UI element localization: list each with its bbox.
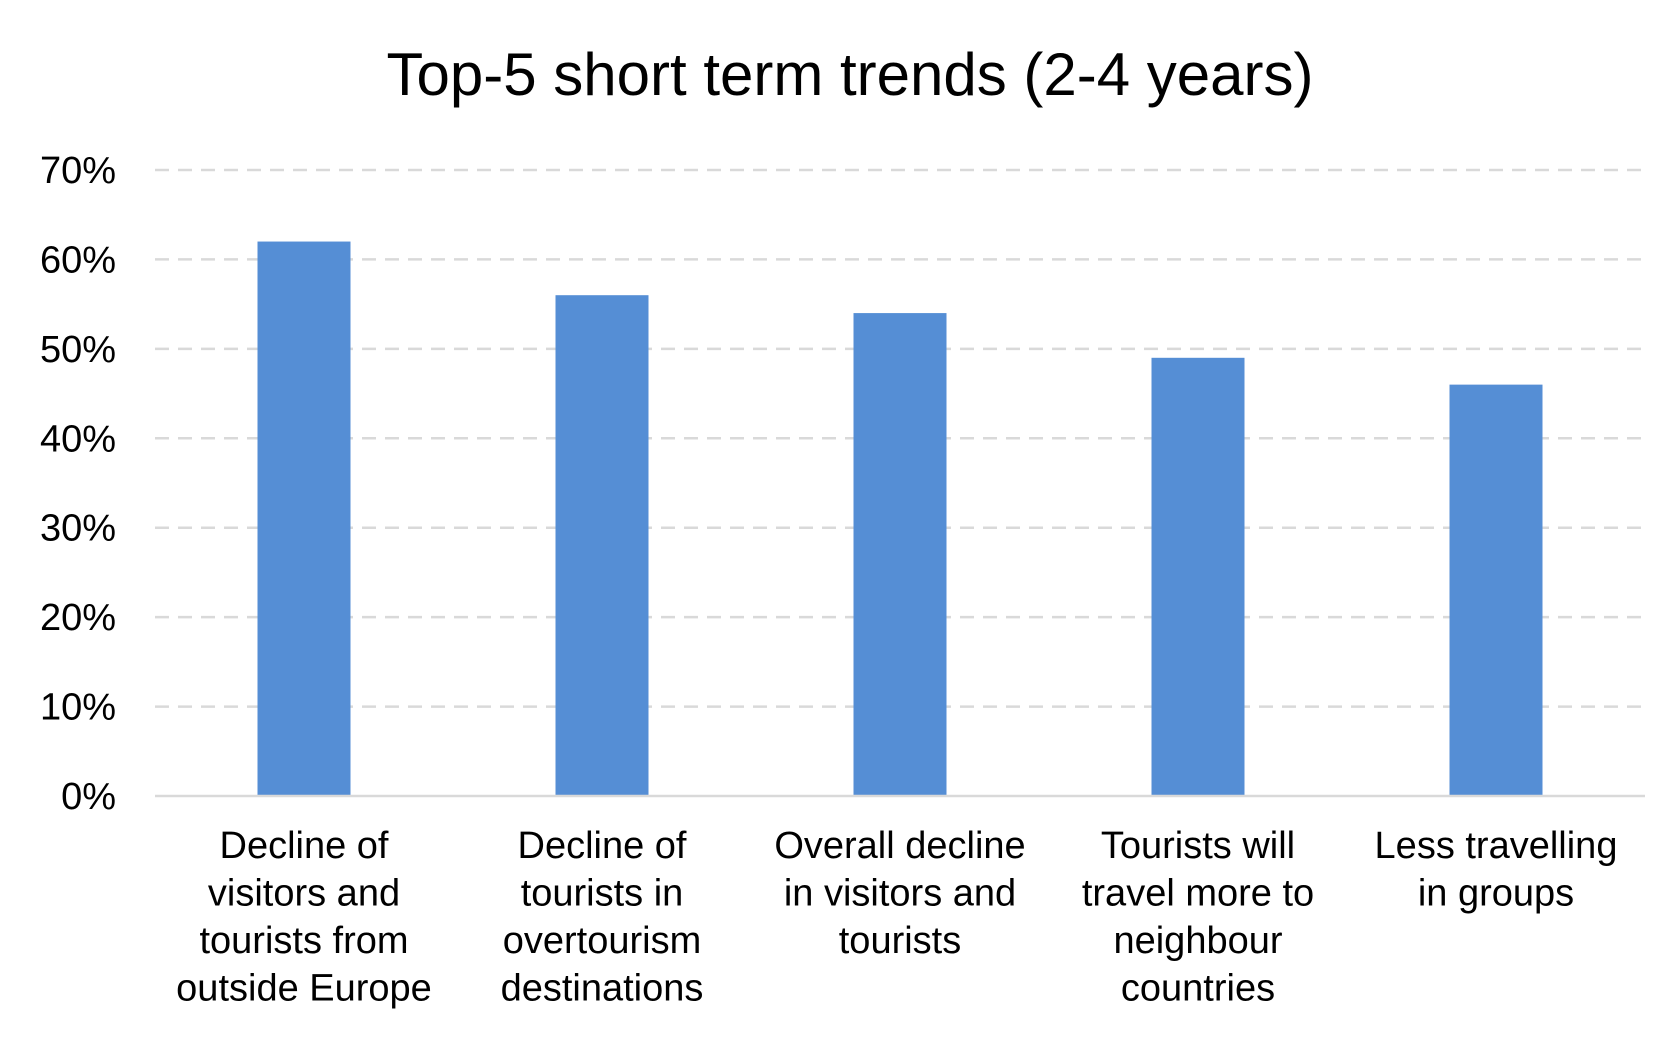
x-category-label-line: in visitors and	[784, 873, 1016, 915]
x-category-label-line: Decline of	[518, 825, 687, 867]
x-category-label-line: Tourists will	[1101, 825, 1295, 867]
x-category-label: Decline of visitors and tourists from outsi…	[176, 825, 432, 1010]
bar	[555, 295, 649, 796]
x-category-label-line: overtourism	[503, 920, 702, 962]
y-tick-label: 40%	[40, 418, 116, 460]
x-category-label-line: visitors and	[208, 873, 400, 915]
bar	[1151, 357, 1245, 796]
x-category-label-line: countries	[1121, 968, 1275, 1010]
x-category-label: Overall decline in visitors and tourists	[774, 825, 1025, 962]
x-category-label-line: destinations	[501, 968, 704, 1010]
bars	[257, 241, 1543, 797]
bar	[257, 241, 351, 797]
x-category-label-line: outside Europe	[176, 968, 432, 1010]
y-tick-label: 20%	[40, 597, 116, 639]
y-tick-label: 0%	[61, 776, 116, 818]
x-category-label-line: Decline of	[220, 825, 389, 867]
bar	[1449, 384, 1543, 796]
x-category-label-line: travel more to	[1082, 873, 1314, 915]
x-category-label-line: Overall decline	[774, 825, 1025, 867]
y-tick-label: 70%	[40, 150, 116, 192]
y-axis-tick-labels: 0% 10% 20% 30% 40% 50% 60% 70%	[40, 150, 116, 818]
y-tick-label: 60%	[40, 239, 116, 281]
x-category-label-line: Less travelling	[1375, 825, 1618, 867]
x-category-label-line: tourists	[839, 920, 961, 962]
x-category-label-line: tourists in	[521, 873, 684, 915]
x-category-label-line: tourists from	[199, 920, 408, 962]
x-category-label: Tourists will travel more to neighbour coun…	[1082, 825, 1314, 1010]
x-category-label-line: neighbour	[1113, 920, 1282, 962]
x-category-label: Decline of tourists in overtourism destinat…	[501, 825, 704, 1010]
x-category-label-line: in groups	[1418, 873, 1574, 915]
x-category-label: Less travelling in groups	[1375, 825, 1618, 915]
bar	[853, 313, 947, 796]
y-tick-label: 50%	[40, 329, 116, 371]
chart-title: Top-5 short term trends (2-4 years)	[387, 41, 1314, 108]
y-tick-label: 10%	[40, 687, 116, 729]
x-axis-category-labels: Decline of visitors and tourists from outsi…	[176, 825, 1617, 1010]
y-tick-label: 30%	[40, 508, 116, 550]
